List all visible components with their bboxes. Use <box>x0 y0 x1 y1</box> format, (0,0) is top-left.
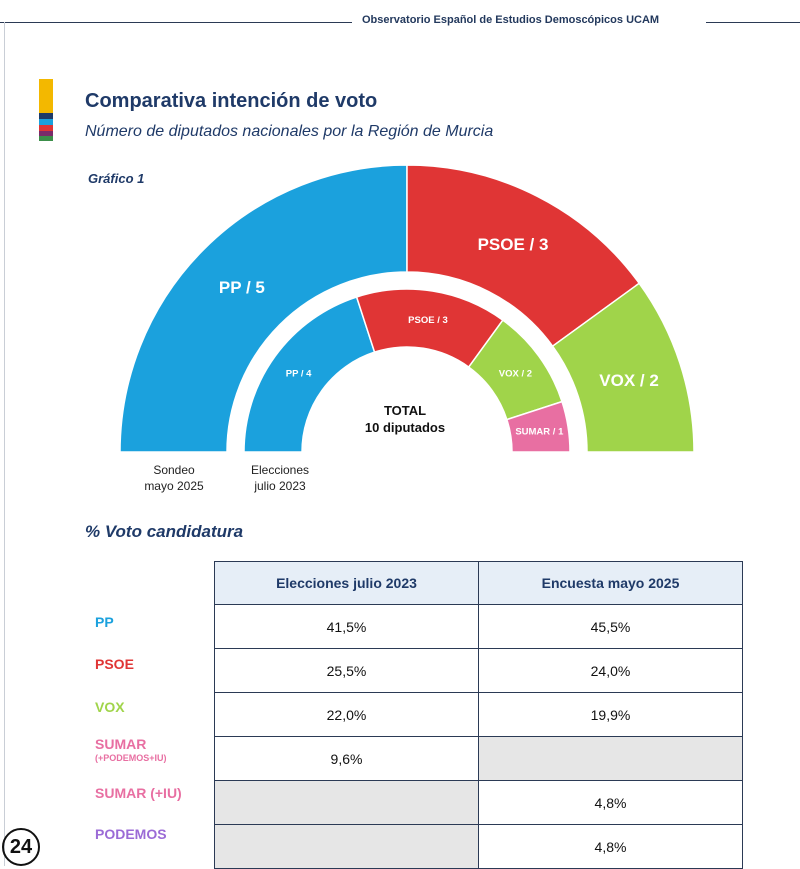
party-label-sumar: SUMAR (+PODEMOS+IU) <box>95 736 167 763</box>
total-value: 10 diputados <box>364 420 446 435</box>
slice-pp-sondeo-2025 <box>119 164 408 453</box>
cell-sumar-iu-2025: 4,8% <box>478 780 743 825</box>
table-row: 4,8% <box>214 780 743 825</box>
party-label-sumar-name: SUMAR <box>95 736 147 752</box>
vote-section-title: % Voto candidatura <box>85 522 244 541</box>
total-label: TOTAL <box>383 403 427 418</box>
party-label-psoe: PSOE <box>95 656 134 672</box>
slice-label-vox-elecciones-2023: VOX / 2 <box>499 369 532 380</box>
cell-podemos-2025: 4,8% <box>478 824 743 869</box>
inner-ring-caption: Elecciones julio 2023 <box>250 463 310 493</box>
page-subtitle: Número de diputados nacionales por la Re… <box>85 123 494 140</box>
slice-label-pp-sondeo-2025: PP / 5 <box>219 278 265 297</box>
brand-name: UCAM <box>626 14 660 26</box>
color-bar-icon <box>39 79 53 141</box>
cell-sumar-2025-empty <box>478 736 743 781</box>
slice-label-vox-sondeo-2025: VOX / 2 <box>599 371 659 390</box>
slice-vox-sondeo-2025 <box>551 282 695 453</box>
table-header-row: Elecciones julio 2023 Encuesta mayo 2025 <box>214 561 743 605</box>
cell-psoe-2025: 24,0% <box>478 648 743 693</box>
logo-24-icon: 24 <box>2 828 40 866</box>
page-border <box>4 22 5 866</box>
cell-sumar-iu-2023-empty <box>214 780 479 825</box>
party-label-sumar-iu: SUMAR (+IU) <box>95 785 182 801</box>
outer-ring-caption: Sondeo mayo 2025 <box>144 463 204 493</box>
header-rule-left <box>0 22 352 23</box>
table-row: 41,5% 45,5% <box>214 604 743 649</box>
header-rule-right <box>706 22 800 23</box>
column-header-2025: Encuesta mayo 2025 <box>478 561 743 605</box>
cell-sumar-2023: 9,6% <box>214 736 479 781</box>
party-label-sumar-sub: (+PODEMOS+IU) <box>95 753 167 763</box>
cell-psoe-2023: 25,5% <box>214 648 479 693</box>
graph-label: Gráfico 1 <box>88 171 145 186</box>
table-row: 25,5% 24,0% <box>214 648 743 693</box>
table-row: 9,6% <box>214 736 743 781</box>
chart-total: TOTAL 10 diputados <box>340 402 470 436</box>
cell-vox-2023: 22,0% <box>214 692 479 737</box>
cell-podemos-2023-empty <box>214 824 479 869</box>
slice-label-sumar-elecciones-2023: SUMAR / 1 <box>515 426 564 437</box>
table-row: 4,8% <box>214 824 743 869</box>
slice-sumar-elecciones-2023 <box>505 400 571 453</box>
party-label-pp: PP <box>95 614 114 630</box>
party-label-vox: VOX <box>95 699 125 715</box>
page-title: Comparativa intención de voto <box>85 90 378 112</box>
vote-table: Elecciones julio 2023 Encuesta mayo 2025… <box>214 561 743 869</box>
party-label-podemos: PODEMOS <box>95 826 167 842</box>
cell-pp-2023: 41,5% <box>214 604 479 649</box>
cell-pp-2025: 45,5% <box>478 604 743 649</box>
seats-semicircle-chart: PP / 5 PSOE / 3 VOX / 2 PP / 4 PSOE / 3 VOX /… <box>119 164 695 453</box>
slice-label-psoe-elecciones-2023: PSOE / 3 <box>408 315 448 326</box>
header-title: Observatorio Español de Estudios Demoscó… <box>362 14 660 26</box>
column-header-2023: Elecciones julio 2023 <box>214 561 479 605</box>
slice-label-psoe-sondeo-2025: PSOE / 3 <box>478 235 549 254</box>
slice-label-pp-elecciones-2023: PP / 4 <box>286 369 312 380</box>
table-row: 22,0% 19,9% <box>214 692 743 737</box>
cell-vox-2025: 19,9% <box>478 692 743 737</box>
